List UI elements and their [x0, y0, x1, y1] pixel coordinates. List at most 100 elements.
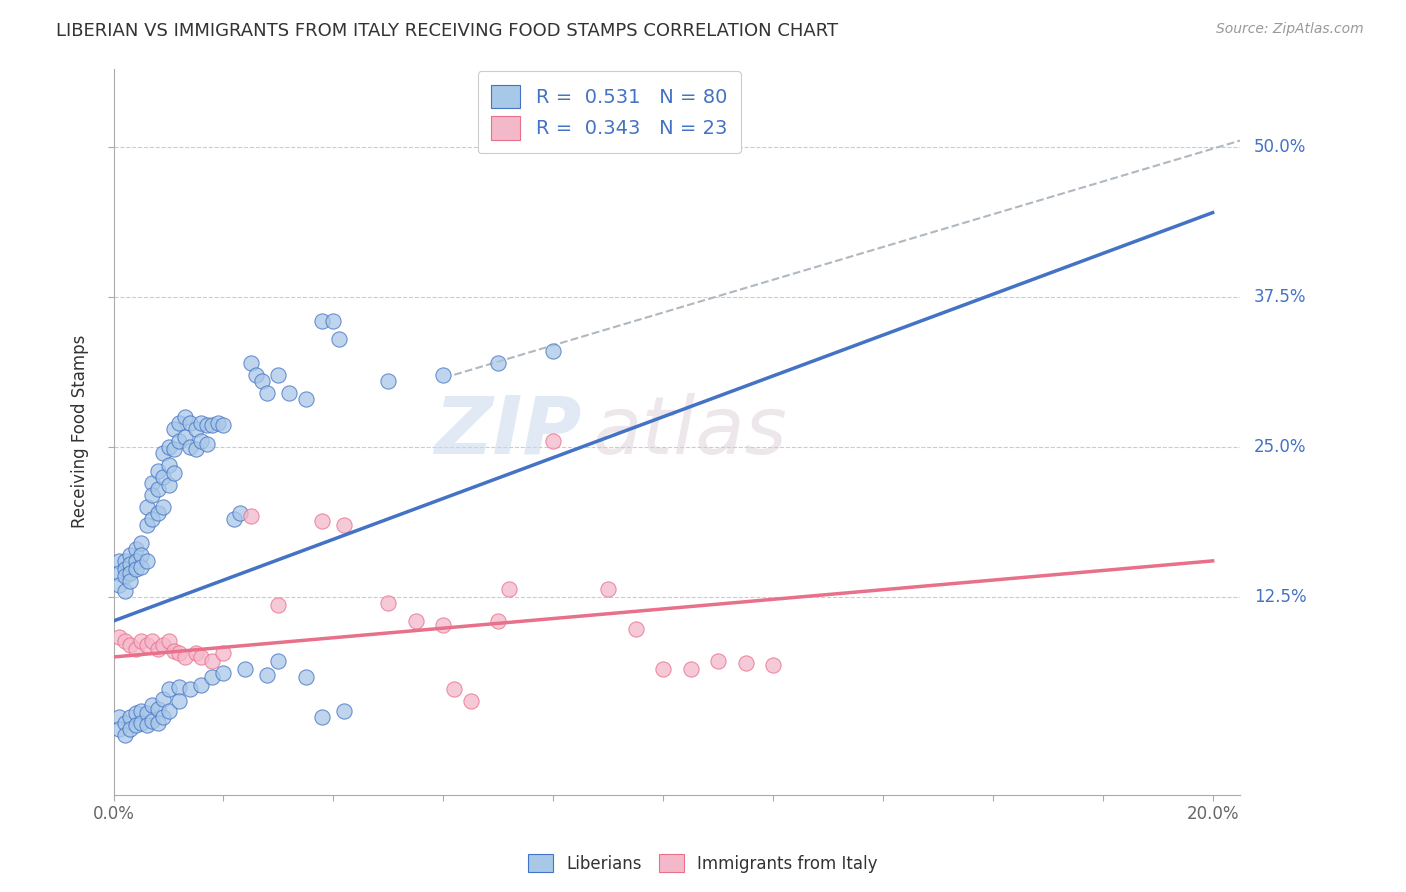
Point [108, 566, 131, 580]
Point [146, 506, 169, 520]
Point [129, 704, 152, 718]
Point [486, 356, 509, 370]
Point [129, 634, 152, 648]
Point [195, 437, 218, 451]
Text: atlas: atlas [592, 392, 787, 471]
Point [129, 548, 152, 562]
Point [135, 500, 157, 514]
Point [163, 442, 186, 457]
Point [108, 630, 131, 644]
Point [124, 554, 146, 568]
Point [157, 440, 180, 454]
Point [229, 506, 252, 520]
Point [184, 442, 207, 457]
Point [108, 710, 131, 724]
Point [295, 670, 318, 684]
Point [152, 500, 174, 514]
Point [278, 385, 301, 400]
Point [146, 641, 169, 656]
Point [108, 554, 131, 568]
Point [152, 710, 174, 724]
Point [118, 566, 141, 580]
Point [498, 582, 520, 596]
Point [163, 644, 186, 658]
Point [432, 617, 454, 632]
Text: LIBERIAN VS IMMIGRANTS FROM ITALY RECEIVING FOOD STAMPS CORRELATION CHART: LIBERIAN VS IMMIGRANTS FROM ITALY RECEIV… [56, 22, 838, 40]
Point [124, 641, 146, 656]
Point [135, 554, 157, 568]
Point [169, 646, 191, 660]
Point [141, 714, 163, 728]
Point [129, 716, 152, 731]
Point [169, 680, 191, 694]
Point [235, 662, 257, 676]
Point [152, 638, 174, 652]
Legend: Liberians, Immigrants from Italy: Liberians, Immigrants from Italy [522, 847, 884, 880]
Point [239, 356, 262, 370]
Point [118, 722, 141, 736]
Point [184, 646, 207, 660]
Point [432, 368, 454, 382]
Text: Source: ZipAtlas.com: Source: ZipAtlas.com [1216, 22, 1364, 37]
Point [460, 694, 482, 708]
Point [322, 314, 344, 328]
Point [179, 416, 201, 430]
Point [256, 385, 278, 400]
Point [118, 574, 141, 589]
Point [174, 650, 197, 665]
Text: ZIP: ZIP [433, 392, 581, 471]
Point [114, 728, 136, 742]
Point [152, 692, 174, 706]
Point [174, 430, 197, 444]
Point [141, 488, 163, 502]
Point [652, 662, 675, 676]
Point [707, 654, 730, 668]
Point [328, 332, 350, 346]
Point [146, 464, 169, 478]
Point [250, 374, 273, 388]
Point [108, 722, 131, 736]
Text: 37.5%: 37.5% [1254, 288, 1306, 306]
Legend: R =  0.531   N = 80, R =  0.343   N = 23: R = 0.531 N = 80, R = 0.343 N = 23 [478, 71, 741, 153]
Point [135, 706, 157, 721]
Point [245, 368, 267, 382]
Point [114, 569, 136, 583]
Point [146, 716, 169, 731]
Point [333, 517, 356, 532]
Point [707, 130, 730, 145]
Point [267, 368, 290, 382]
Point [118, 548, 141, 562]
Point [195, 418, 218, 433]
Point [157, 634, 180, 648]
Point [239, 509, 262, 524]
Point [118, 710, 141, 724]
Point [163, 467, 186, 481]
Point [129, 560, 152, 574]
Point [135, 718, 157, 732]
Text: 12.5%: 12.5% [1254, 588, 1306, 606]
Point [152, 470, 174, 484]
Point [377, 374, 399, 388]
Point [141, 698, 163, 712]
Point [114, 562, 136, 576]
Point [295, 392, 318, 406]
Point [169, 434, 191, 448]
Point [114, 554, 136, 568]
Point [124, 718, 146, 732]
Point [267, 599, 290, 613]
Y-axis label: Receiving Food Stamps: Receiving Food Stamps [72, 335, 89, 528]
Point [598, 582, 620, 596]
Point [311, 314, 333, 328]
Point [734, 656, 756, 670]
Point [486, 614, 509, 628]
Point [169, 416, 191, 430]
Point [118, 558, 141, 572]
Point [179, 440, 201, 454]
Point [184, 422, 207, 436]
Point [114, 583, 136, 598]
Point [157, 682, 180, 697]
Point [443, 682, 465, 697]
Point [624, 134, 647, 148]
Point [190, 677, 212, 691]
Point [157, 704, 180, 718]
